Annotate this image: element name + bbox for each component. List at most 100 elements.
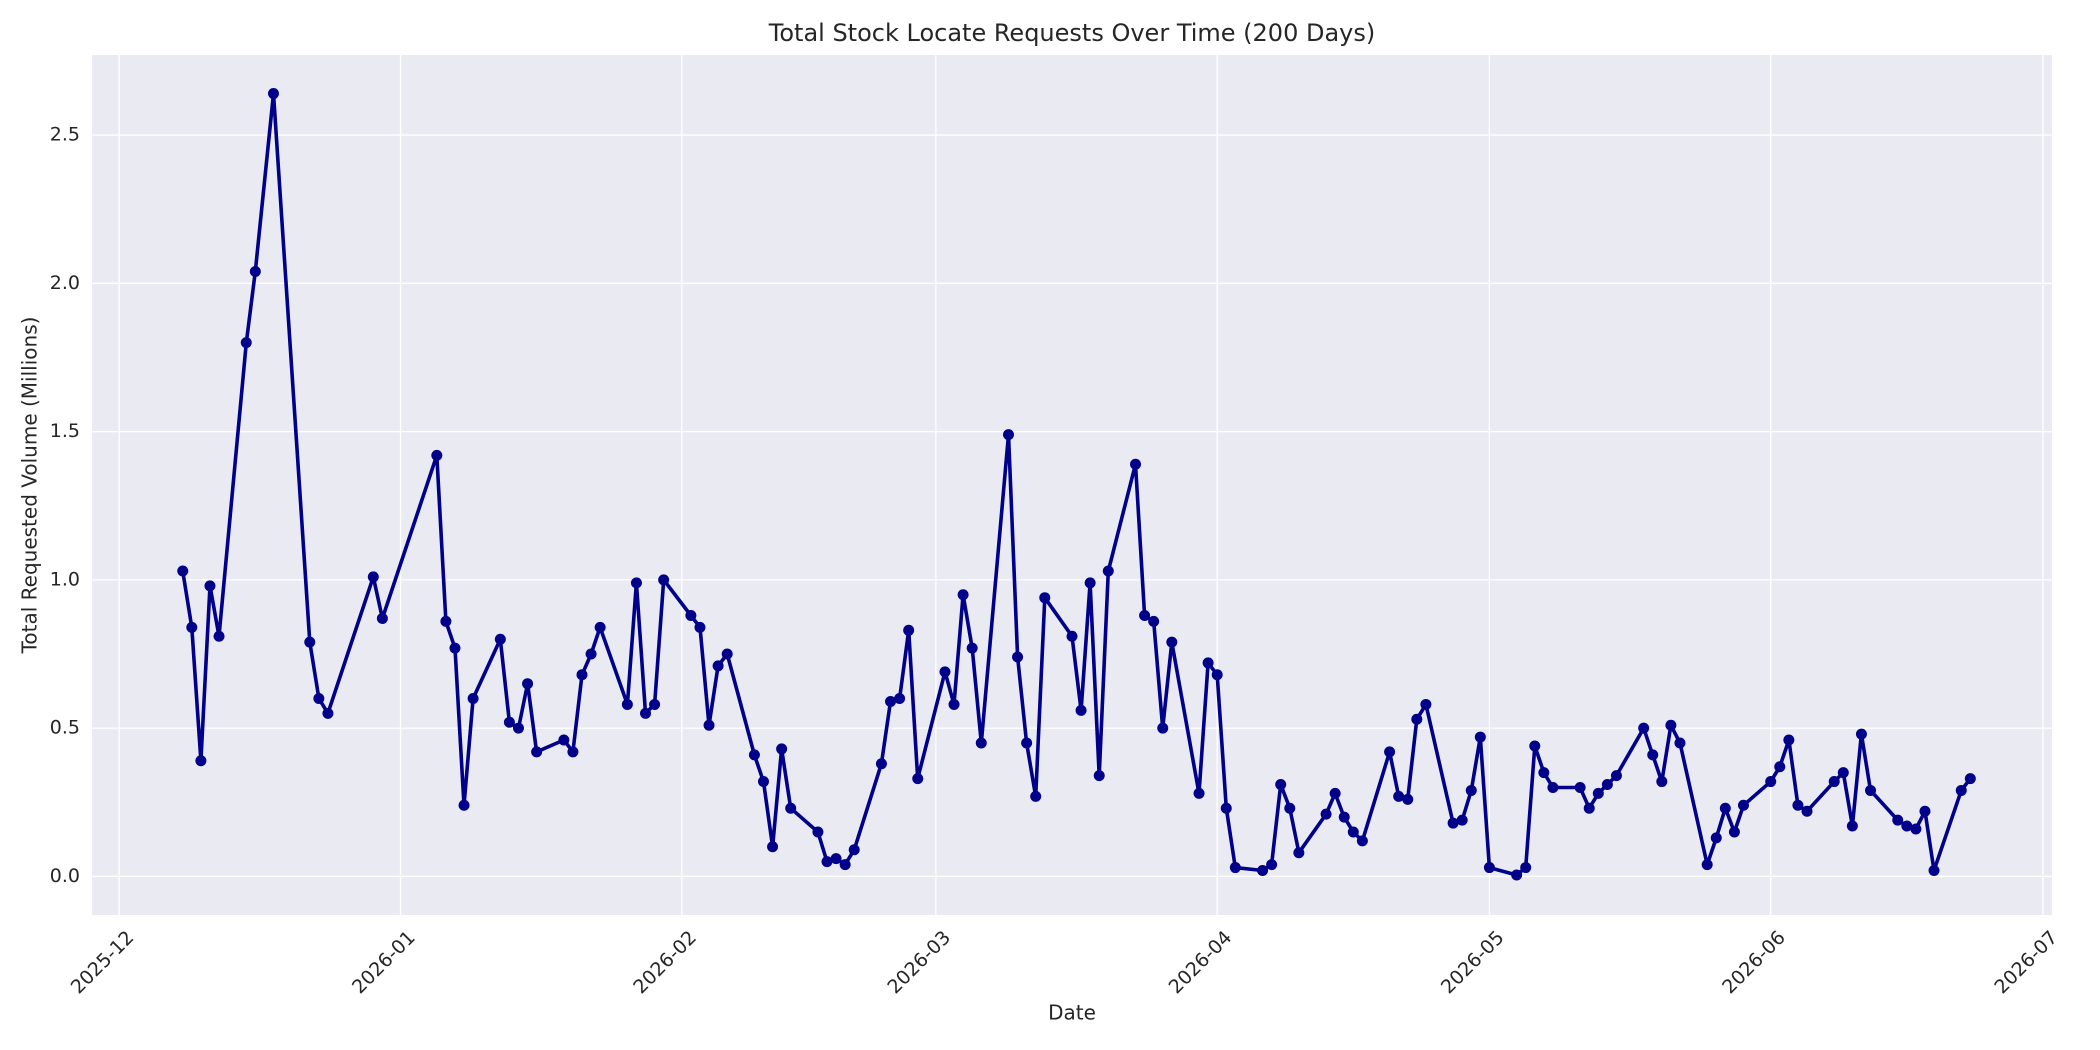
data-point xyxy=(1828,776,1840,788)
data-point xyxy=(1102,565,1114,577)
data-point xyxy=(1393,790,1405,802)
data-point xyxy=(1447,817,1459,829)
data-point xyxy=(1130,458,1142,470)
data-point xyxy=(1801,805,1813,817)
data-point xyxy=(912,773,924,785)
y-axis-label: Total Requested Volume (Millions) xyxy=(18,317,42,655)
data-point xyxy=(1021,737,1033,749)
y-tick-label: 2.5 xyxy=(50,124,80,146)
data-point xyxy=(848,844,860,856)
data-point xyxy=(1656,776,1668,788)
data-point xyxy=(1538,767,1550,779)
data-point xyxy=(1002,429,1014,441)
data-point xyxy=(1193,787,1205,799)
data-point xyxy=(1284,802,1296,814)
data-point xyxy=(522,678,534,690)
data-point xyxy=(658,574,670,586)
data-point xyxy=(685,609,697,621)
data-point xyxy=(1384,746,1396,758)
x-tick-label: 2026-02 xyxy=(629,927,701,999)
data-point xyxy=(1474,731,1486,743)
data-point xyxy=(1293,847,1305,859)
data-point xyxy=(1792,799,1804,811)
data-point xyxy=(1955,784,1967,796)
data-point xyxy=(821,856,833,868)
data-point xyxy=(785,802,797,814)
data-point xyxy=(1892,814,1904,826)
data-point xyxy=(1583,802,1595,814)
data-point xyxy=(1229,862,1241,874)
data-point xyxy=(975,737,987,749)
data-point xyxy=(1910,823,1922,835)
data-point xyxy=(1855,728,1867,740)
data-point xyxy=(1665,719,1677,731)
x-axis-label: Date xyxy=(1048,1001,1096,1025)
data-point xyxy=(875,758,887,770)
data-point xyxy=(948,698,960,710)
data-point xyxy=(195,755,207,767)
data-point xyxy=(376,612,388,624)
data-point xyxy=(1030,790,1042,802)
data-point xyxy=(186,621,198,633)
data-point xyxy=(957,589,969,601)
data-point xyxy=(649,698,661,710)
data-point xyxy=(594,621,606,633)
data-point xyxy=(1012,651,1024,663)
data-point xyxy=(1837,767,1849,779)
data-point xyxy=(1846,820,1858,832)
data-point xyxy=(1166,636,1178,648)
data-point xyxy=(1347,826,1359,838)
data-point xyxy=(267,88,279,100)
data-point xyxy=(939,666,951,678)
data-point xyxy=(531,746,543,758)
y-tick-label: 2.0 xyxy=(50,272,80,294)
data-point xyxy=(830,853,842,865)
data-point xyxy=(1774,761,1786,773)
data-point xyxy=(1511,869,1523,881)
data-point xyxy=(903,624,915,636)
data-point xyxy=(558,734,570,746)
data-point xyxy=(1719,802,1731,814)
data-point xyxy=(839,859,851,871)
data-point xyxy=(748,749,760,761)
data-point xyxy=(1084,577,1096,589)
data-point xyxy=(1275,779,1287,791)
data-point xyxy=(1320,808,1332,820)
data-point xyxy=(1266,859,1278,871)
data-point xyxy=(757,776,769,788)
data-point xyxy=(1093,770,1105,782)
data-point xyxy=(1592,787,1604,799)
chart-title: Total Stock Locate Requests Over Time (2… xyxy=(768,19,1375,47)
data-point xyxy=(1647,749,1659,761)
data-point xyxy=(1674,737,1686,749)
x-tick-label: 2026-03 xyxy=(883,927,955,999)
data-point xyxy=(1901,820,1913,832)
data-point xyxy=(1338,811,1350,823)
x-tick-label: 2025-12 xyxy=(67,927,139,999)
data-point xyxy=(1420,698,1432,710)
data-point xyxy=(1211,669,1223,681)
data-point xyxy=(721,648,733,660)
data-point xyxy=(966,642,978,654)
data-point xyxy=(1139,609,1151,621)
data-point xyxy=(630,577,642,589)
data-point xyxy=(1610,770,1622,782)
data-point xyxy=(776,743,788,755)
data-point xyxy=(621,698,633,710)
data-point xyxy=(1638,722,1650,734)
y-tick-label: 0.0 xyxy=(50,865,80,887)
data-point xyxy=(1220,802,1232,814)
data-point xyxy=(1601,779,1613,791)
data-point xyxy=(1919,805,1931,817)
x-tick-label: 2026-01 xyxy=(348,927,420,999)
data-point xyxy=(322,707,334,719)
data-point xyxy=(204,580,216,592)
data-point xyxy=(458,799,470,811)
data-point xyxy=(1547,781,1559,793)
x-tick-label: 2026-07 xyxy=(1990,927,2062,999)
data-point xyxy=(1483,862,1495,874)
data-point xyxy=(1701,859,1713,871)
data-point xyxy=(885,695,897,707)
data-point xyxy=(313,693,325,705)
